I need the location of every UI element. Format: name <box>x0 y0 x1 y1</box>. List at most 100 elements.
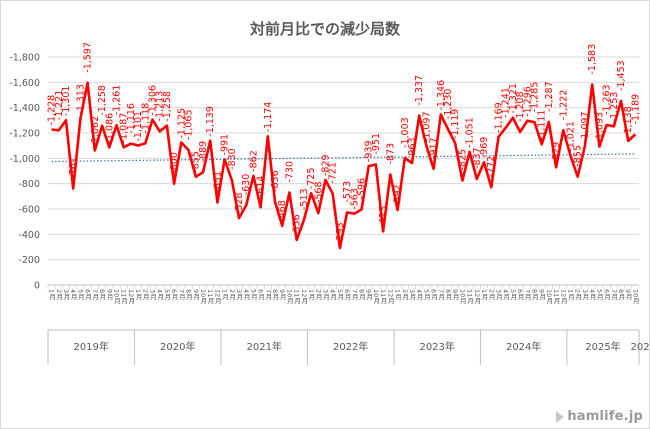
x-tick-label: 3月 <box>494 289 502 301</box>
data-label: -1,138 <box>623 106 634 137</box>
data-label: -1,021 <box>566 121 577 152</box>
x-tick-label: 3月 <box>581 289 589 301</box>
data-label: -721 <box>328 162 339 184</box>
data-label: -1,093 <box>594 112 605 143</box>
data-label: -563 <box>349 188 360 210</box>
x-tick-label: 10月 <box>458 289 466 305</box>
x-tick-label: 5月 <box>163 289 171 301</box>
x-tick-label: 1月 <box>134 289 142 301</box>
data-label: -1,321 <box>508 83 519 114</box>
trend-line <box>51 153 636 163</box>
x-tick-label: 4月 <box>415 289 423 301</box>
data-label: -293 <box>335 222 346 244</box>
data-label: -1,116 <box>126 103 137 134</box>
data-label: -1,346 <box>436 80 447 111</box>
x-tick-label: 6月 <box>84 289 92 301</box>
x-tick-label: 11月 <box>293 289 301 305</box>
x-tick-label: 12月 <box>559 289 567 305</box>
data-label: -513 <box>299 188 310 210</box>
data-label: -1,263 <box>602 84 613 115</box>
x-tick-label: 10月 <box>112 289 120 305</box>
data-label: -837 <box>472 147 483 169</box>
x-tick-label: 12月 <box>213 289 221 305</box>
x-tick-label: 3月 <box>408 289 416 301</box>
x-tick-label: 9月 <box>451 289 459 301</box>
x-tick-label: 12月 <box>386 289 394 305</box>
x-tick-label: 6月 <box>257 289 265 301</box>
x-tick-label: 4月 <box>156 289 164 301</box>
y-tick-label: -1,000 <box>9 154 40 165</box>
data-label: -1,285 <box>529 82 540 113</box>
x-tick-label: 8月 <box>530 289 538 301</box>
x-tick-label: 5月 <box>422 289 430 301</box>
x-tick-label: 2月 <box>314 289 322 301</box>
x-tick-label: 5月 <box>595 289 603 301</box>
x-tick-label: 7月 <box>610 289 618 301</box>
data-label: -1,337 <box>414 75 425 106</box>
x-tick-label: 1月 <box>567 289 575 301</box>
data-label: -855 <box>191 151 202 173</box>
data-label: -761 <box>68 157 79 179</box>
year-label: 2021年 <box>246 340 281 353</box>
data-label: -725 <box>306 168 317 190</box>
year-label: 2026年 <box>630 340 649 353</box>
x-tick-label: 3月 <box>149 289 157 301</box>
y-tick-label: -1,400 <box>9 103 40 114</box>
x-tick-label: 6月 <box>516 289 524 301</box>
watermark-text: hamlife.jp <box>567 409 643 424</box>
data-label: -929 <box>551 142 562 164</box>
y-tick-label: -1,800 <box>9 53 40 64</box>
y-tick-label: -800 <box>18 179 40 190</box>
data-label: -1,101 <box>133 111 144 142</box>
data-label: -1,301 <box>61 86 72 117</box>
data-label: -730 <box>284 161 295 183</box>
x-tick-label: 4月 <box>329 289 337 301</box>
data-label: -1,583 <box>587 44 598 75</box>
data-label: -873 <box>385 143 396 165</box>
data-label: -568 <box>313 181 324 203</box>
x-tick-label: 6月 <box>430 289 438 301</box>
y-tick-label: -400 <box>18 230 40 241</box>
watermark: hamlife.jp <box>556 409 643 424</box>
data-label: -1,313 <box>75 84 86 115</box>
data-label: -1,296 <box>522 86 533 117</box>
x-tick-label: 9月 <box>538 289 546 301</box>
data-label: -1,169 <box>493 102 504 133</box>
year-label: 2019年 <box>74 340 109 353</box>
x-tick-label: 2月 <box>574 289 582 301</box>
x-tick-label: 12月 <box>473 289 481 305</box>
data-label: -1,261 <box>111 85 122 116</box>
x-tick-label: 11月 <box>206 289 214 305</box>
x-tick-label: 10月 <box>285 289 293 305</box>
x-tick-label: 1月 <box>48 289 56 301</box>
data-label: -1,119 <box>450 109 461 140</box>
data-label: -939 <box>364 140 375 162</box>
x-tick-label: 12月 <box>127 289 135 305</box>
data-label: -1,221 <box>54 90 65 121</box>
data-label: -1,065 <box>184 109 195 140</box>
y-tick-label: -1,600 <box>9 78 40 89</box>
x-tick-label: 6月 <box>343 289 351 301</box>
data-label: -468 <box>277 200 288 222</box>
x-tick-label: 3月 <box>62 289 70 301</box>
year-label: 2023年 <box>419 340 454 353</box>
series-layer <box>51 81 637 250</box>
series-line <box>51 81 637 250</box>
x-tick-label: 4月 <box>502 289 510 301</box>
x-tick-label: 1月 <box>480 289 488 301</box>
data-label: -1,241 <box>501 87 512 118</box>
x-tick-label: 2月 <box>487 289 495 301</box>
year-label: 2020年 <box>160 340 195 353</box>
x-tick-label: 5月 <box>249 289 257 301</box>
x-tick-label: 2月 <box>55 289 63 301</box>
x-tick-label: 7月 <box>177 289 185 301</box>
x-tick-label: 9月 <box>365 289 373 301</box>
data-label: -1,306 <box>148 85 159 116</box>
x-tick-label: 8月 <box>358 289 366 301</box>
data-label: -1,139 <box>205 106 216 137</box>
year-label: 2024年 <box>506 340 541 353</box>
x-tick-label: 11月 <box>466 289 474 305</box>
x-tick-label: 1月 <box>394 289 402 301</box>
data-label: -917 <box>429 137 440 159</box>
x-tick-label: 11月 <box>120 289 128 305</box>
